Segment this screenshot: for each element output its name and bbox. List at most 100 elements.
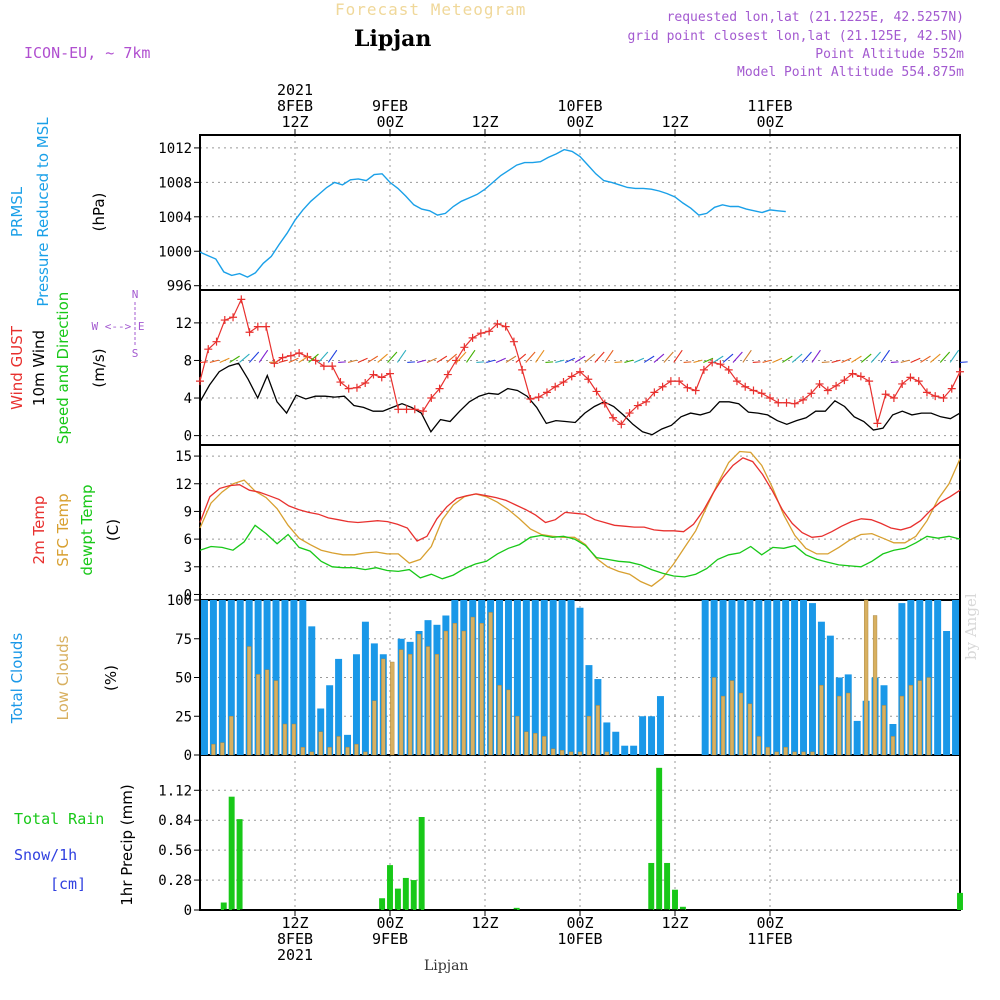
rain-bar (236, 819, 243, 910)
gust-marker (914, 377, 923, 386)
ytick-label: 0 (184, 587, 192, 603)
wind-direction-arrow (801, 351, 812, 363)
rain-bar (656, 767, 663, 910)
wind-direction-arrow (327, 349, 338, 363)
gust-marker (534, 393, 543, 402)
wind-direction-arrow (347, 359, 358, 363)
time-axis-label: 00Z (566, 113, 593, 131)
gust-marker (650, 388, 659, 397)
wind-direction-arrow (890, 361, 899, 364)
wind-direction-arrow (693, 359, 703, 363)
low-cloud-bar (300, 747, 305, 756)
ytick-label: 75 (175, 632, 192, 648)
wind-direction-arrow (357, 357, 368, 363)
total-cloud-bar (209, 600, 217, 755)
wind-direction-arrow (762, 359, 772, 363)
low-cloud-bar (756, 736, 761, 756)
low-cloud-bar (425, 646, 431, 756)
low-cloud-bar (926, 677, 931, 756)
gust-marker (352, 383, 361, 392)
panel-frame (199, 754, 961, 911)
total-cloud-bar (853, 720, 861, 755)
wind-direction-arrow (417, 359, 427, 363)
gust-marker (419, 407, 428, 416)
requested-coords: requested lon,lat (21.1225E, 42.5257N) (666, 10, 964, 25)
model-label: ICON-EU, ~ 7km (24, 44, 151, 62)
ylabel-c: (C) (104, 519, 122, 541)
wind-direction-arrow (900, 359, 910, 363)
gust-marker (518, 365, 527, 374)
low-cloud-bar (542, 736, 547, 756)
ylabel-10m-wind: 10m Wind (30, 330, 48, 406)
time-axis-label: 11FEB (747, 930, 792, 948)
time-axis-label: 00Z (376, 113, 403, 131)
gust-marker (699, 365, 708, 374)
gust-marker (262, 322, 271, 331)
time-axis-label: 00Z (756, 914, 783, 932)
low-cloud-bar (247, 646, 252, 756)
gust-marker (832, 381, 841, 390)
wind-direction-arrow (574, 355, 586, 363)
total-cloud-bar (648, 716, 656, 755)
gust-marker (823, 386, 832, 395)
wind-direction-arrow (426, 357, 437, 363)
temp-2m-line (199, 457, 961, 542)
gust-marker (782, 398, 791, 407)
wind-direction-arrow (258, 349, 269, 363)
total-cloud-bar (218, 600, 226, 755)
wind-direction-arrow (269, 361, 277, 364)
gust-marker (724, 365, 733, 374)
total-cloud-bar (943, 631, 951, 755)
gust-marker (278, 353, 287, 362)
total-cloud-bar (656, 696, 664, 755)
gust-marker (501, 322, 510, 331)
gust-marker (609, 413, 618, 422)
gust-marker (766, 394, 774, 403)
total-cloud-bar (585, 665, 593, 755)
total-cloud-bar (558, 600, 566, 755)
low-cloud-bar (837, 695, 842, 756)
low-cloud-bar (774, 751, 779, 756)
ylabel-precip: 1hr Precip (mm) (118, 784, 136, 905)
low-cloud-bar (908, 685, 913, 756)
wind-direction-arrow (939, 351, 951, 363)
gust-marker (394, 405, 403, 414)
gust-marker (212, 337, 221, 346)
ylabel-sfc-temp: SFC Temp (54, 493, 72, 566)
ytick-label: 12 (175, 477, 192, 493)
low-cloud-bar (881, 705, 887, 756)
low-cloud-bar (899, 695, 905, 756)
low-cloud-bar (819, 685, 824, 756)
low-cloud-bar (604, 751, 609, 756)
gust-marker (617, 420, 626, 429)
gust-marker (774, 398, 783, 407)
total-cloud-bar (639, 716, 647, 755)
gust-marker (642, 397, 651, 406)
wind-direction-arrow (278, 359, 288, 363)
total-cloud-bar (308, 626, 316, 755)
wind-direction-arrow (851, 355, 862, 363)
rain-bar (513, 907, 520, 910)
gust-marker (708, 358, 717, 367)
ylabel-low-clouds: Low Clouds (54, 635, 72, 720)
gust-marker (947, 384, 956, 393)
wind-direction-arrow (910, 357, 921, 363)
total-cloud-bar (370, 643, 378, 755)
wind-direction-arrow (653, 353, 665, 363)
time-axis-label: 12Z (661, 914, 688, 932)
wind-direction-arrow (841, 357, 852, 363)
wind-speed-line (199, 362, 961, 436)
low-cloud-bar (497, 685, 502, 756)
low-cloud-bar (533, 733, 538, 756)
rain-bar (418, 817, 425, 910)
time-axis-label: 12Z (661, 113, 688, 131)
low-cloud-bar (255, 674, 261, 756)
gust-marker (286, 351, 295, 360)
gust-marker (237, 295, 246, 304)
gust-marker (757, 389, 766, 398)
low-cloud-bar (470, 616, 475, 756)
ytick-label: 1012 (158, 141, 192, 157)
wind-direction-arrow (663, 351, 674, 363)
ytick-label: 0.28 (158, 873, 192, 889)
gust-marker (361, 379, 370, 387)
